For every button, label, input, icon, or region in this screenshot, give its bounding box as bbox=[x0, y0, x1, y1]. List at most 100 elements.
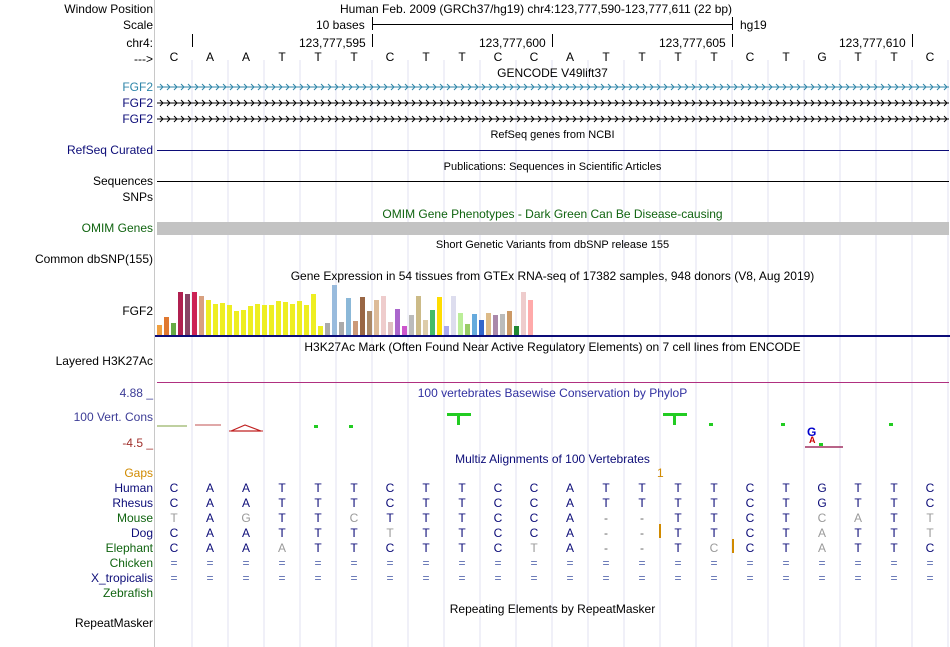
gtex-tissue-bar[interactable] bbox=[409, 315, 414, 335]
gtex-tissue-bar[interactable] bbox=[500, 314, 505, 335]
track-label-fgf2-2[interactable]: FGF2 bbox=[122, 96, 153, 110]
repeatmasker-track-title[interactable]: Repeating Elements by RepeatMasker bbox=[449, 602, 656, 616]
strand-chevron bbox=[719, 99, 724, 107]
track-label-fgf2-3[interactable]: FGF2 bbox=[122, 112, 153, 126]
gtex-track-title[interactable]: Gene Expression in 54 tissues from GTEx … bbox=[290, 269, 815, 283]
strand-chevron bbox=[425, 99, 430, 107]
refseq-gene-line[interactable] bbox=[157, 150, 949, 151]
gtex-expression-chart[interactable] bbox=[157, 284, 537, 335]
gtex-tissue-bar[interactable] bbox=[199, 296, 204, 335]
gtex-tissue-bar[interactable] bbox=[521, 292, 526, 335]
gtex-tissue-bar[interactable] bbox=[276, 301, 281, 335]
gtex-tissue-bar[interactable] bbox=[528, 300, 533, 335]
gtex-tissue-bar[interactable] bbox=[395, 309, 400, 335]
track-label-repeatmasker[interactable]: RepeatMasker bbox=[74, 616, 153, 630]
gtex-tissue-bar[interactable] bbox=[164, 317, 169, 335]
gtex-tissue-bar[interactable] bbox=[465, 324, 470, 335]
gencode-gene-lines[interactable] bbox=[157, 80, 949, 128]
track-label-gaps[interactable]: Gaps bbox=[124, 466, 153, 480]
gtex-tissue-bar[interactable] bbox=[171, 323, 176, 335]
alignment-base-dog: - bbox=[640, 526, 644, 540]
gtex-tissue-bar[interactable] bbox=[381, 296, 386, 335]
gtex-tissue-bar[interactable] bbox=[304, 305, 309, 335]
track-label-omim[interactable]: OMIM Genes bbox=[81, 221, 153, 235]
gtex-tissue-bar[interactable] bbox=[423, 320, 428, 335]
gtex-tissue-bar[interactable] bbox=[206, 300, 211, 335]
gtex-tissue-bar[interactable] bbox=[346, 298, 351, 335]
strand-chevron bbox=[208, 99, 213, 107]
gtex-tissue-bar[interactable] bbox=[157, 325, 162, 335]
track-label-dbsnp[interactable]: Common dbSNP(155) bbox=[34, 252, 153, 266]
gtex-tissue-bar[interactable] bbox=[437, 297, 442, 335]
gtex-tissue-bar[interactable] bbox=[318, 326, 323, 335]
gtex-tissue-bar[interactable] bbox=[332, 285, 337, 335]
track-label-gtex-gene[interactable]: FGF2 bbox=[122, 304, 153, 318]
species-label-elephant[interactable]: Elephant bbox=[105, 541, 153, 555]
strand-chevron bbox=[915, 115, 920, 123]
gtex-tissue-bar[interactable] bbox=[220, 303, 225, 335]
track-label-snps[interactable]: SNPs bbox=[122, 190, 153, 204]
gtex-tissue-bar[interactable] bbox=[416, 296, 421, 335]
gtex-tissue-bar[interactable] bbox=[458, 313, 463, 335]
gtex-tissue-bar[interactable] bbox=[430, 310, 435, 335]
gtex-tissue-bar[interactable] bbox=[444, 326, 449, 335]
gtex-tissue-bar[interactable] bbox=[367, 311, 372, 335]
gtex-tissue-bar[interactable] bbox=[339, 322, 344, 335]
multiz-track-title[interactable]: Multiz Alignments of 100 Vertebrates bbox=[455, 452, 650, 466]
gtex-tissue-bar[interactable] bbox=[493, 315, 498, 335]
h3k27ac-signal-line[interactable] bbox=[157, 382, 949, 383]
gtex-tissue-bar[interactable] bbox=[255, 304, 260, 335]
gtex-tissue-bar[interactable] bbox=[507, 311, 512, 335]
phylop-track-title[interactable]: 100 vertebrates Basewise Conservation by… bbox=[417, 386, 688, 400]
gtex-tissue-bar[interactable] bbox=[486, 313, 491, 335]
gtex-tissue-bar[interactable] bbox=[360, 297, 365, 335]
gtex-tissue-bar[interactable] bbox=[213, 304, 218, 335]
gtex-tissue-bar[interactable] bbox=[283, 302, 288, 335]
gtex-tissue-bar[interactable] bbox=[325, 323, 330, 335]
omim-track-title[interactable]: OMIM Gene Phenotypes - Dark Green Can Be… bbox=[382, 207, 723, 221]
gencode-track-title[interactable]: GENCODE V49lift37 bbox=[497, 66, 608, 80]
gtex-tissue-bar[interactable] bbox=[248, 306, 253, 335]
refseq-track-title[interactable]: RefSeq genes from NCBI bbox=[490, 129, 615, 141]
species-label-xtropicalis[interactable]: X_tropicalis bbox=[90, 571, 153, 585]
pubs-track-title[interactable]: Publications: Sequences in Scientific Ar… bbox=[443, 161, 662, 173]
gtex-tissue-bar[interactable] bbox=[514, 326, 519, 335]
gtex-tissue-bar[interactable] bbox=[290, 304, 295, 335]
gtex-tissue-bar[interactable] bbox=[297, 301, 302, 335]
gtex-tissue-bar[interactable] bbox=[262, 305, 267, 335]
gtex-tissue-bar[interactable] bbox=[192, 292, 197, 335]
species-label-rhesus[interactable]: Rhesus bbox=[112, 496, 153, 510]
gtex-tissue-bar[interactable] bbox=[479, 320, 484, 335]
gtex-tissue-bar[interactable] bbox=[353, 321, 358, 335]
track-label-cons[interactable]: 100 Vert. Cons bbox=[73, 410, 153, 424]
strand-chevron bbox=[236, 99, 241, 107]
species-label-zebrafish[interactable]: Zebrafish bbox=[102, 586, 153, 600]
gtex-tissue-bar[interactable] bbox=[185, 294, 190, 335]
species-label-human[interactable]: Human bbox=[114, 481, 153, 495]
alignment-base-elephant: A bbox=[817, 541, 826, 555]
gtex-tissue-bar[interactable] bbox=[374, 300, 379, 335]
gtex-tissue-bar[interactable] bbox=[472, 314, 477, 335]
species-label-mouse[interactable]: Mouse bbox=[116, 511, 153, 525]
omim-gene-bar[interactable] bbox=[157, 222, 949, 235]
alignment-base-chicken: = bbox=[818, 556, 826, 570]
track-label-fgf2-1[interactable]: FGF2 bbox=[122, 80, 153, 94]
h3k27ac-track-title[interactable]: H3K27Ac Mark (Often Found Near Active Re… bbox=[304, 340, 801, 354]
gtex-tissue-bar[interactable] bbox=[402, 326, 407, 335]
track-label-h3k27ac[interactable]: Layered H3K27Ac bbox=[55, 354, 153, 368]
track-label-sequences[interactable]: Sequences bbox=[92, 174, 153, 188]
gtex-tissue-bar[interactable] bbox=[388, 322, 393, 335]
gtex-tissue-bar[interactable] bbox=[178, 292, 183, 335]
track-label-refseq[interactable]: RefSeq Curated bbox=[66, 143, 153, 157]
gtex-tissue-bar[interactable] bbox=[451, 296, 456, 335]
phylop-conservation-plot[interactable]: G A bbox=[157, 408, 949, 453]
gtex-tissue-bar[interactable] bbox=[241, 310, 246, 335]
gtex-tissue-bar[interactable] bbox=[227, 305, 232, 335]
sequences-line[interactable] bbox=[157, 181, 949, 182]
gtex-tissue-bar[interactable] bbox=[269, 305, 274, 335]
gtex-tissue-bar[interactable] bbox=[311, 294, 316, 335]
species-label-chicken[interactable]: Chicken bbox=[109, 556, 153, 570]
species-label-dog[interactable]: Dog bbox=[130, 526, 153, 540]
gtex-tissue-bar[interactable] bbox=[234, 311, 239, 335]
dbsnp-track-title[interactable]: Short Genetic Variants from dbSNP releas… bbox=[435, 239, 670, 251]
